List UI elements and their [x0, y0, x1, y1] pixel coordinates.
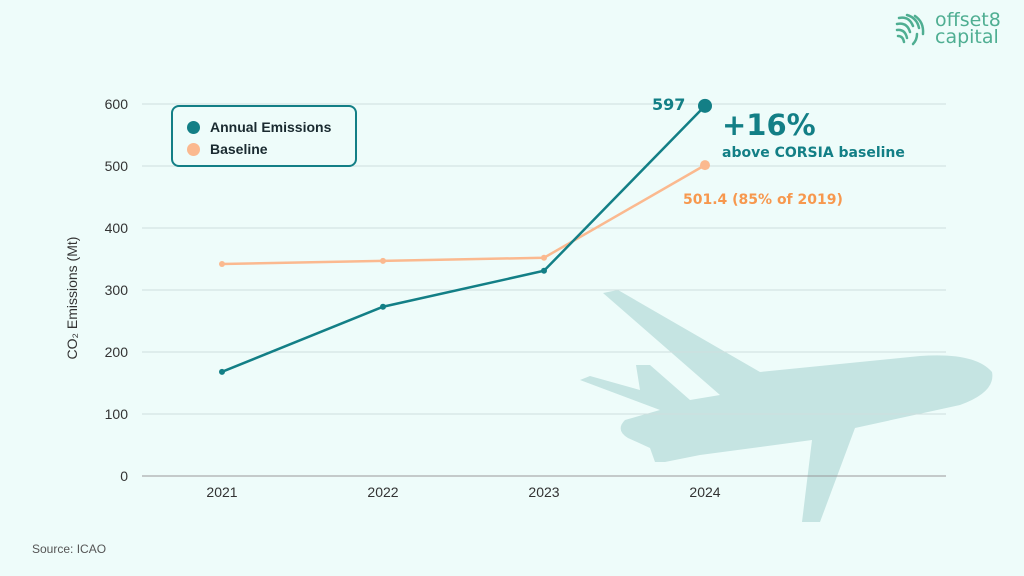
data-point — [700, 160, 710, 171]
baseline-value-label: 501.4 (85% of 2019) — [683, 192, 843, 208]
legend-label: Annual Emissions — [210, 119, 332, 135]
data-point — [219, 260, 225, 267]
y-tick-label: 600 — [105, 96, 129, 112]
data-point — [219, 368, 225, 375]
y-tick-label: 0 — [120, 468, 128, 484]
series-line-baseline — [221, 164, 706, 266]
data-point — [380, 303, 386, 310]
airplane-silhouette — [580, 290, 993, 522]
legend-swatch — [187, 142, 200, 156]
brand-name-2: capital — [935, 26, 999, 48]
y-axis-label: CO₂ Emissions (Mt) — [64, 236, 80, 360]
y-tick-label: 400 — [105, 220, 129, 236]
legend: Annual Emissions Baseline — [171, 105, 357, 167]
brand-logo: offset8 capital — [895, 9, 1001, 48]
change-caption: above CORSIA baseline — [722, 145, 905, 161]
legend-swatch — [187, 120, 200, 134]
data-point — [380, 257, 386, 264]
y-tick-label: 200 — [105, 344, 129, 360]
legend-label: Baseline — [210, 141, 268, 157]
y-tick-label: 300 — [105, 282, 129, 298]
fingerprint-icon — [895, 13, 925, 46]
x-tick-label: 2022 — [367, 484, 398, 500]
legend-item-baseline: Baseline — [187, 138, 355, 160]
y-tick-label: 100 — [105, 406, 129, 422]
data-point — [698, 98, 712, 113]
y-tick-label: 500 — [105, 158, 129, 174]
x-tick-label: 2024 — [689, 484, 720, 500]
x-tick-label: 2021 — [206, 484, 237, 500]
brand-name: offset8 — [935, 9, 1001, 31]
series-line-emissions — [221, 104, 706, 373]
legend-item-emissions: Annual Emissions — [187, 116, 355, 138]
data-point — [541, 254, 547, 261]
x-tick-label: 2023 — [528, 484, 559, 500]
change-label: +16% — [722, 108, 816, 142]
source-note: Source: ICAO — [32, 542, 107, 556]
data-point — [541, 267, 547, 274]
end-value-label: 597 — [652, 95, 686, 114]
